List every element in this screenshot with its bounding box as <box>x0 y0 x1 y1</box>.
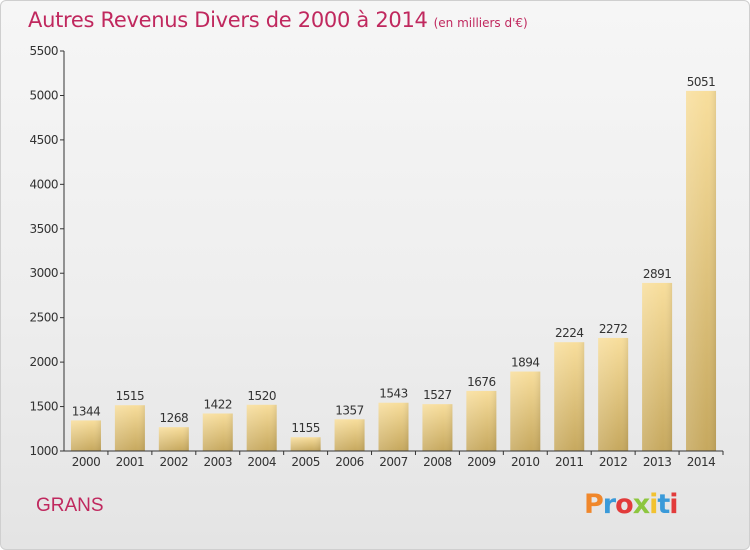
data-label: 1357 <box>335 403 364 417</box>
logo-letter: i <box>669 489 678 520</box>
bars-group: 1344 1515 1268 1422 1520 1155 1357 1543 1527 1676… <box>70 75 717 452</box>
bar-shade <box>686 90 717 452</box>
chart-unit: (en milliers d'€) <box>433 16 528 30</box>
bar-shade <box>378 402 409 451</box>
x-tick-label: 2012 <box>599 455 628 469</box>
bar-shade <box>290 437 321 451</box>
x-tick-label: 2010 <box>511 455 540 469</box>
logo-letter: P <box>584 489 604 520</box>
x-tick-label: 2006 <box>335 455 364 469</box>
bar-shade <box>246 404 277 451</box>
y-tick-label: 2500 <box>29 311 58 325</box>
y-tick-label: 1500 <box>29 400 58 414</box>
y-tick-label: 3000 <box>29 266 58 280</box>
chart-title-text: Autres Revenus Divers de 2000 à 2014 <box>28 8 428 32</box>
data-label: 1515 <box>116 389 145 403</box>
x-tick-label: 2008 <box>423 455 452 469</box>
bar-shade <box>158 427 189 451</box>
bar-shade <box>554 342 585 451</box>
bar-shade <box>202 413 233 451</box>
data-label: 1527 <box>423 388 452 402</box>
proxiti-logo[interactable]: Proxiti <box>584 489 679 520</box>
logo-letter: t <box>657 489 670 520</box>
y-tick-label: 2000 <box>29 355 58 369</box>
commune-name: GRANS <box>36 495 104 516</box>
data-label: 1344 <box>72 404 101 418</box>
data-label: 5051 <box>687 75 716 89</box>
logo-letter: r <box>602 489 616 520</box>
x-tick-label: 2005 <box>291 455 320 469</box>
y-axis: 1000 1500 2000 2500 3000 3500 4000 4500 5000 5500 <box>29 44 65 458</box>
data-label: 1155 <box>291 421 320 435</box>
y-tick-label: 1000 <box>29 444 58 458</box>
x-tick-label: 2001 <box>116 455 145 469</box>
y-tick-label: 4500 <box>29 133 58 147</box>
y-tick-label: 4000 <box>29 177 58 191</box>
logo-letter: o <box>615 489 634 520</box>
data-label: 2224 <box>555 326 584 340</box>
bar-shade <box>70 420 101 451</box>
logo-letter: i <box>649 489 658 520</box>
bar-shade <box>422 404 453 451</box>
data-label: 1894 <box>511 356 540 370</box>
bar-shade <box>642 282 673 451</box>
x-tick-label: 2002 <box>160 455 189 469</box>
bar-shade <box>114 405 145 451</box>
data-label: 1676 <box>467 375 496 389</box>
x-tick-label: 2014 <box>687 455 716 469</box>
bar-shade <box>598 337 629 451</box>
data-label: 1268 <box>160 411 189 425</box>
y-tick-label: 3500 <box>29 222 58 236</box>
y-tick-label: 5000 <box>29 88 58 102</box>
bar-shade <box>510 371 541 451</box>
data-label: 2891 <box>643 267 672 281</box>
x-tick-label: 2007 <box>379 455 408 469</box>
logo-letter: x <box>632 489 650 520</box>
data-label: 1520 <box>247 389 276 403</box>
data-label: 2272 <box>599 322 628 336</box>
x-tick-label: 2004 <box>247 455 276 469</box>
x-axis: 2000 2001 2002 2003 2004 2005 2006 2007 2008 2009… <box>64 450 724 469</box>
y-tick-label: 5500 <box>29 44 58 58</box>
data-label: 1543 <box>379 387 408 401</box>
x-tick-label: 2003 <box>203 455 232 469</box>
x-tick-label: 2013 <box>643 455 672 469</box>
chart-title: Autres Revenus Divers de 2000 à 2014 (en … <box>28 8 528 32</box>
bar-shade <box>334 419 365 451</box>
bar-shade <box>466 390 497 451</box>
x-tick-label: 2000 <box>72 455 101 469</box>
x-tick-label: 2011 <box>555 455 584 469</box>
data-label: 1422 <box>203 397 232 411</box>
x-tick-label: 2009 <box>467 455 496 469</box>
